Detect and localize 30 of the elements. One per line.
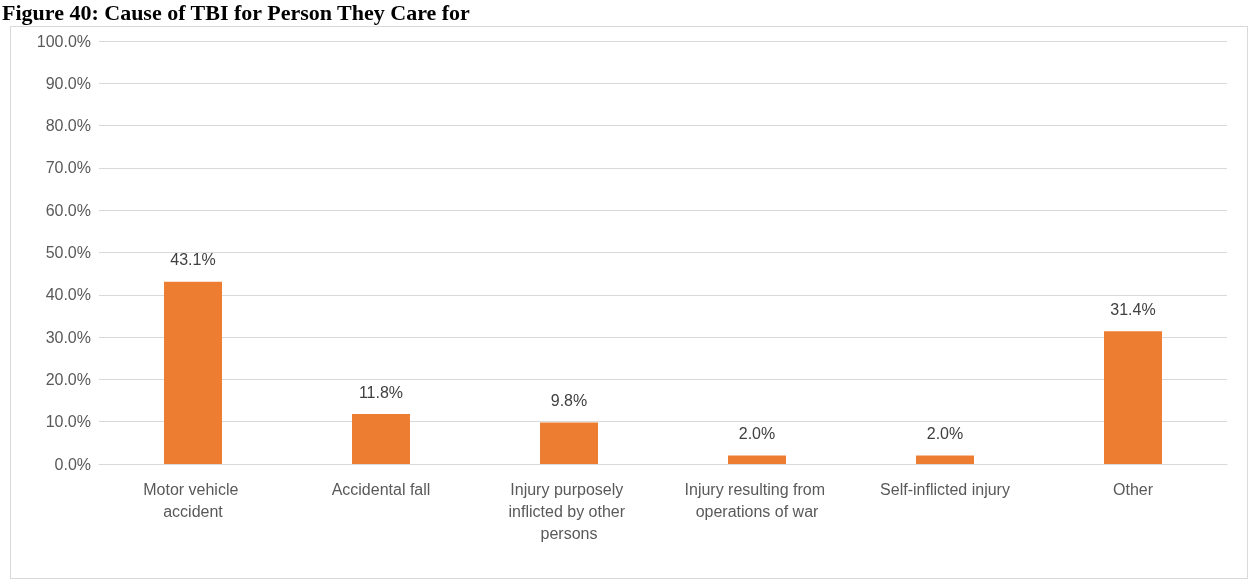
x-tick-label: Motor vehicle accident (143, 480, 243, 520)
data-label: 2.0% (926, 425, 964, 443)
bar (1104, 331, 1162, 464)
data-label: 31.4% (1110, 300, 1156, 318)
data-label: 11.8% (358, 383, 404, 401)
bar (540, 422, 598, 464)
x-tick-label: Other (1112, 480, 1154, 498)
bar (916, 455, 974, 464)
x-tick-label: Injury resulting from operations of war (684, 480, 830, 520)
bar (728, 455, 786, 464)
data-label: 2.0% (738, 425, 776, 443)
bar (164, 281, 222, 464)
y-tick-label: 10.0% (45, 413, 91, 431)
y-tick-label: 50.0% (45, 244, 91, 261)
y-tick-label: 80.0% (45, 117, 91, 135)
chart-title: Figure 40: Cause of TBI for Person They Care for (2, 0, 470, 26)
y-tick-label: 20.0% (45, 370, 91, 388)
y-tick-label: 60.0% (45, 201, 91, 219)
y-tick-label: 40.0% (45, 286, 91, 304)
y-tick-label: 70.0% (45, 159, 91, 177)
bar (352, 414, 410, 464)
x-tick-label: Self-inflicted injury (880, 480, 1010, 498)
y-tick-label: 100.0% (36, 32, 91, 50)
data-label: 43.1% (170, 251, 216, 269)
data-label: 9.8% (550, 392, 588, 410)
y-tick-label: 30.0% (45, 328, 91, 346)
x-tick-label: Accidental fall (331, 480, 431, 498)
x-tick-label: Injury purposely inflicted by other persons (508, 480, 630, 542)
y-tick-label: 90.0% (45, 74, 91, 92)
y-tick-label: 0.0% (54, 455, 91, 473)
